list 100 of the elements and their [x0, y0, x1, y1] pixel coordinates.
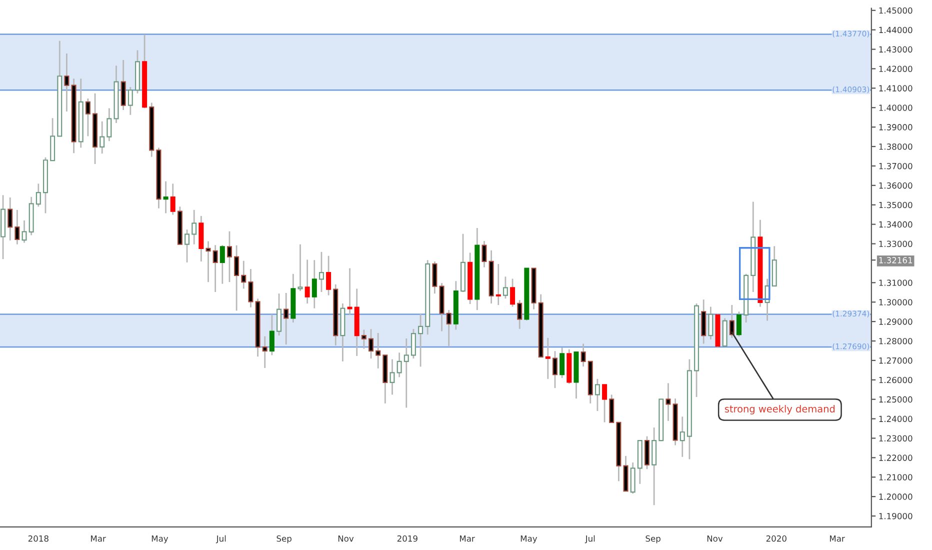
candlestick: [226, 230, 232, 283]
y-tick-label: 1.26000: [879, 376, 912, 384]
candlestick: [446, 309, 452, 347]
candlestick: [361, 329, 366, 350]
y-tick-label: 1.45000: [879, 7, 912, 14]
candlestick: [100, 120, 105, 154]
candlestick: [482, 240, 487, 268]
x-tick-label: Mar: [91, 535, 106, 542]
candlestick: [376, 332, 381, 370]
candlestick: [510, 278, 516, 308]
candlestick: [212, 244, 218, 293]
y-tick-label: 1.34000: [879, 221, 912, 228]
x-tick-label: May: [520, 535, 538, 544]
candlestick: [736, 310, 742, 338]
candlestick: [192, 209, 197, 246]
candlestick: [170, 182, 176, 216]
candlestick: [517, 299, 522, 330]
candlestick: [22, 220, 27, 244]
y-tick-label: 1.40000: [879, 104, 912, 111]
candlestick: [404, 338, 409, 408]
candlestick: [432, 260, 438, 294]
candlestick: [326, 255, 332, 296]
y-tick-label: 1.39000: [879, 124, 912, 130]
candlestick: [276, 292, 282, 336]
candlestick: [284, 292, 289, 346]
x-tick-label: Mar: [830, 535, 845, 542]
candlestick: [347, 268, 352, 316]
candlestick: [120, 59, 126, 111]
y-tick-label: 1.38000: [879, 144, 912, 150]
y-tick-label: 1.43000: [879, 46, 912, 53]
candlestick: [496, 263, 501, 306]
candlestick: [206, 240, 211, 283]
x-tick-label: Sep: [646, 535, 660, 544]
candlestick: [318, 251, 324, 293]
y-tick-label: 1.21000: [879, 474, 912, 480]
candlestick: [220, 244, 225, 285]
y-tick-label: 1.20000: [879, 494, 912, 500]
y-tick-label: 1.24000: [879, 416, 912, 422]
candlestick: [418, 312, 424, 368]
y-tick-label: 1.36000: [879, 182, 912, 189]
x-tick-label: 2019: [397, 535, 418, 542]
candlestick: [729, 304, 734, 339]
candlestick: [312, 259, 317, 310]
candlestick: [304, 259, 310, 304]
candlestick: [269, 314, 274, 356]
candlestick: [545, 337, 550, 380]
candlestick: [262, 336, 268, 369]
candlestick: [241, 260, 246, 290]
y-tick-label: 1.33000: [879, 240, 912, 248]
candlestick: [708, 306, 714, 340]
y-tick-label: 1.25000: [879, 396, 912, 403]
y-tick-label: 1.28000: [879, 338, 912, 344]
y-tick-label: 1.42000: [879, 66, 912, 72]
candlestick: [580, 343, 586, 368]
candlestick: [128, 86, 133, 116]
candlestick: [64, 52, 70, 112]
x-tick-label: Sep: [276, 535, 292, 544]
y-tick-label: 1.44000: [879, 26, 912, 34]
y-tick-label: 1.37000: [879, 162, 912, 170]
y-tick-label: 1.29000: [879, 318, 912, 325]
y-tick-label: 1.19000: [879, 512, 912, 520]
candlestick: [106, 108, 112, 142]
y-tick-label: 1.31000: [879, 280, 912, 286]
candlestick: [184, 228, 190, 264]
candlestick: [602, 384, 608, 423]
x-tick-label: 2018: [28, 535, 48, 542]
candlestick: [368, 328, 374, 360]
candlestick: [560, 346, 565, 379]
candlestick: [502, 276, 508, 300]
y-tick-label: 1.22000: [879, 454, 912, 461]
x-tick-label: 2020: [766, 535, 786, 542]
candlestick: [680, 416, 685, 458]
candlestick: [666, 382, 671, 422]
x-tick-label: Jul: [216, 535, 226, 544]
y-tick-label: 1.27000: [879, 357, 912, 364]
candlestick: [298, 244, 303, 292]
x-tick-label: Mar: [460, 535, 475, 542]
y-tick-label: 1.23000: [879, 435, 912, 442]
candlestick: [609, 394, 614, 424]
candlestick: [594, 378, 600, 412]
candlestick: [8, 196, 13, 242]
y-tick-label: 1.35000: [879, 202, 912, 208]
candlestick: [396, 352, 402, 378]
candlestick: [14, 209, 20, 246]
x-tick-label: Nov: [707, 535, 723, 542]
x-tick-label: Jul: [584, 535, 595, 544]
candlestick: [36, 182, 41, 208]
y-tick-label: 1.41000: [879, 85, 912, 92]
candlestick: [701, 298, 706, 344]
y-tick-label: 1.30000: [879, 299, 912, 306]
candlestick: [163, 180, 168, 214]
candlestick: [390, 358, 395, 396]
y-tick-label: 1.32161: [879, 257, 912, 264]
candlestick: [630, 462, 636, 494]
annotation: strong weekly demand: [724, 404, 835, 414]
candlestick: [552, 350, 558, 389]
candlestick: [85, 98, 90, 137]
candlestick: [234, 244, 240, 312]
x-tick-label: Nov: [338, 535, 354, 542]
candlestick: [248, 268, 254, 308]
